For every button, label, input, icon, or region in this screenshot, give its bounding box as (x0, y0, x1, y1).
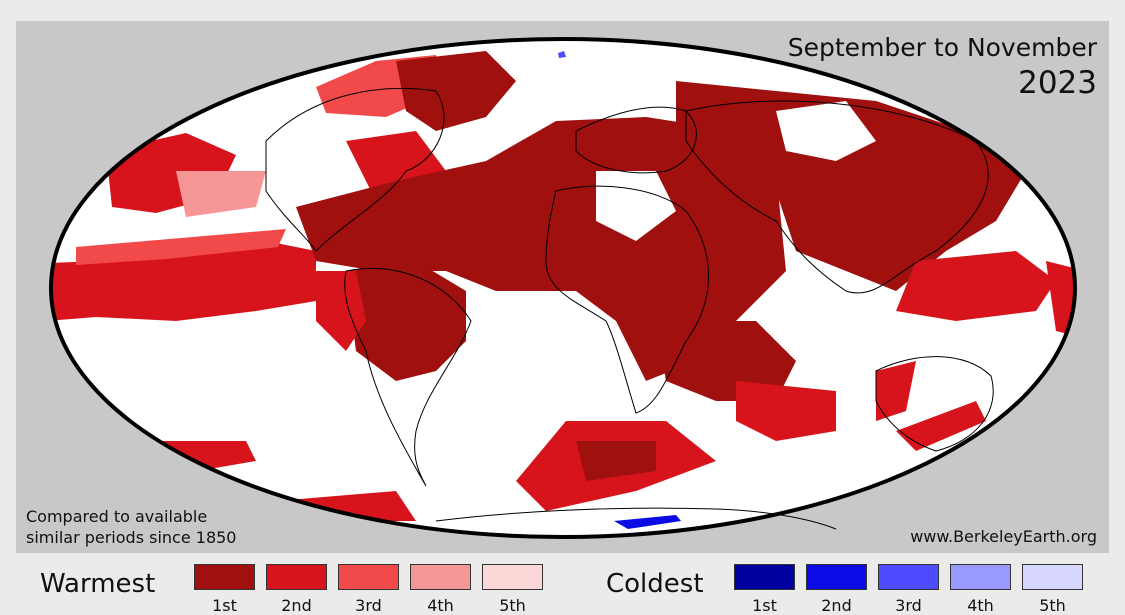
globe-outline (49, 37, 1077, 539)
region-southern-ocean-dark (576, 441, 656, 481)
region-indian-ocean (656, 321, 796, 401)
legend-warm-rank-3: 3rd (355, 596, 382, 615)
anomaly-regions (51, 51, 1075, 529)
region-australia (876, 361, 916, 421)
legend-cold-rank-3: 3rd (895, 596, 922, 615)
region-greenland (396, 51, 516, 131)
comparison-note: Compared to available similar periods si… (26, 506, 236, 548)
coast-antarctica (435, 507, 837, 530)
coast-north-america (265, 88, 445, 252)
legend-warm-swatch-1 (194, 564, 255, 590)
region-arctic-cold (558, 51, 566, 58)
legend-warm-swatch-5 (482, 564, 543, 590)
legend-cold-swatch-3 (878, 564, 939, 590)
legend-warm-swatch-4 (410, 564, 471, 590)
legend-warm-rank-1: 1st (212, 596, 237, 615)
legend-coldest-heading: Coldest (606, 569, 704, 599)
world-map (49, 37, 1077, 539)
region-north-pacific-light (176, 171, 266, 217)
coast-africa (545, 185, 709, 414)
region-tasman (896, 401, 986, 451)
legend-cold-rank-2: 2nd (821, 596, 852, 615)
coast-australia (875, 356, 994, 452)
legend-warm-swatch-3 (338, 564, 399, 590)
region-east-pacific (1046, 261, 1075, 341)
legend-cold-rank-5: 5th (1039, 596, 1066, 615)
legend-cold-swatch-1 (734, 564, 795, 590)
region-atlantic-africa (296, 117, 786, 381)
region-indian-ocean-light (736, 381, 836, 441)
region-eurasia (676, 81, 1026, 291)
legend-cold-rank-1: 1st (752, 596, 777, 615)
region-pacific-band-light (76, 229, 286, 265)
region-antarctic-cold (614, 515, 681, 529)
region-south-america-light (316, 271, 366, 351)
region-sahara-gap (596, 171, 676, 241)
legend-warm-swatch-2 (266, 564, 327, 590)
legend-warm-rank-5: 5th (499, 596, 526, 615)
region-south-america (346, 261, 466, 381)
coast-asia (685, 100, 989, 294)
comparison-note-line2: similar periods since 1850 (26, 528, 237, 547)
legend-warm-rank-2: 2nd (281, 596, 312, 615)
map-panel: September to November 2023 Compared to a… (16, 21, 1109, 553)
title-year: 2023 (1018, 65, 1097, 101)
legend-warm-rank-4: 4th (427, 596, 454, 615)
legend-cold-swatch-2 (806, 564, 867, 590)
legend-warmest-heading: Warmest (40, 569, 156, 599)
source-credit: www.BerkeleyEarth.org (910, 527, 1097, 546)
comparison-note-line1: Compared to available (26, 507, 208, 526)
legend-cold-rank-4: 4th (967, 596, 994, 615)
coast-europe (575, 106, 697, 174)
region-siberia-gap (776, 101, 876, 161)
region-east-asia-light (896, 251, 1056, 321)
legend-cold-swatch-4 (950, 564, 1011, 590)
legend-cold-swatch-5 (1022, 564, 1083, 590)
coastlines (265, 88, 994, 530)
coast-south-america (344, 267, 472, 487)
title-period: September to November (787, 33, 1097, 62)
